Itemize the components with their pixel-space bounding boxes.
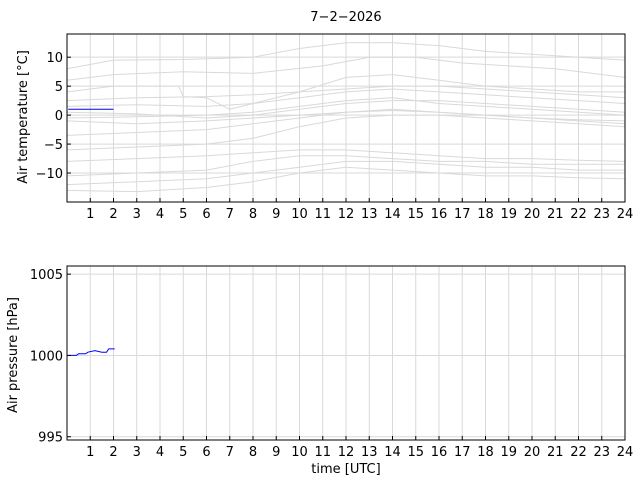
temperature-x-tick-label: 18	[477, 207, 494, 222]
temperature-y-tick-label: 0	[55, 109, 63, 124]
temperature-y-ticks: 10 5 0 −5 −10	[36, 51, 71, 182]
temperature-x-tick-label: 15	[407, 207, 424, 222]
pressure-series-line	[68, 348, 115, 356]
pressure-x-tick-label: 23	[593, 445, 610, 460]
temperature-x-tick-label: 3	[133, 207, 141, 222]
temperature-x-tick-label: 22	[570, 207, 587, 222]
pressure-x-tick-label: 9	[272, 445, 280, 460]
temperature-background-line	[66, 88, 626, 107]
pressure-y-axis-label: Air pressure [hPa]	[6, 297, 21, 413]
temperature-y-tick-label: −5	[44, 138, 63, 153]
pressure-x-tick-label: 20	[524, 445, 541, 460]
pressure-series	[68, 348, 115, 356]
pressure-x-tick-label: 10	[291, 445, 308, 460]
pressure-x-tick-label: 16	[431, 445, 448, 460]
pressure-x-tick-label: 21	[547, 445, 564, 460]
pressure-x-tick-label: 19	[500, 445, 517, 460]
pressure-x-tick-label: 22	[570, 445, 587, 460]
pressure-x-tick-label: 12	[338, 445, 355, 460]
pressure-x-tick-label: 7	[226, 445, 234, 460]
temperature-background-line	[66, 114, 626, 151]
temperature-background-line	[66, 155, 625, 177]
pressure-x-tick-label: 15	[407, 445, 424, 460]
temperature-x-tick-label: 7	[226, 207, 234, 222]
temperature-x-tick-label: 24	[617, 207, 634, 222]
temperature-x-tick-label: 16	[431, 207, 448, 222]
temperature-y-tick-label: 10	[46, 51, 63, 66]
temperature-background-line	[66, 100, 626, 119]
pressure-x-tick-label: 24	[617, 445, 634, 460]
temperature-x-tick-label: 12	[338, 207, 355, 222]
pressure-x-tick-label: 13	[361, 445, 378, 460]
pressure-y-tick-label: 1000	[30, 349, 63, 364]
temperature-y-tick-label: 5	[55, 80, 63, 95]
temperature-background-line	[66, 160, 625, 186]
pressure-x-tick-label: 18	[477, 445, 494, 460]
pressure-y-tick-label: 995	[38, 431, 63, 446]
pressure-x-tick-label: 17	[454, 445, 471, 460]
pressure-x-tick-label: 14	[384, 445, 401, 460]
temperature-y-axis-label: Air temperature [°C]	[16, 50, 31, 184]
temperature-background-line	[66, 149, 626, 162]
temperature-y-tick-label: −10	[36, 167, 63, 182]
temperature-x-tick-label: 9	[272, 207, 280, 222]
temperature-x-tick-label: 10	[291, 207, 308, 222]
temperature-x-tick-label: 13	[361, 207, 378, 222]
pressure-x-tick-label: 4	[156, 445, 164, 460]
temperature-x-tick-label: 17	[454, 207, 471, 222]
temperature-background-series	[66, 42, 626, 193]
temperature-x-tick-label: 20	[524, 207, 541, 222]
temperature-x-tick-label: 14	[384, 207, 401, 222]
pressure-y-tick-label: 1005	[30, 268, 63, 283]
pressure-y-ticks: 1005 1000 995	[30, 268, 71, 446]
pressure-x-tick-label: 8	[249, 445, 257, 460]
chart-title: 7−2−2026	[310, 10, 381, 25]
temperature-background-line	[66, 108, 626, 136]
pressure-x-tick-label: 11	[314, 445, 331, 460]
temperature-background-line	[66, 166, 626, 193]
temperature-x-tick-label: 23	[593, 207, 610, 222]
pressure-x-axis-label: time [UTC]	[311, 462, 380, 477]
temperature-background-line	[66, 42, 626, 70]
temperature-x-tick-label: 11	[314, 207, 331, 222]
temperature-x-tick-label: 1	[86, 207, 94, 222]
temperature-x-tick-label: 8	[249, 207, 257, 222]
pressure-x-ticks: 1 2 3 4 5 6 7 8 9 10 11 12 13 14 15 16 17 18 19 20 21 22 23 24	[86, 436, 633, 460]
pressure-x-tick-label: 6	[202, 445, 210, 460]
pressure-x-tick-label: 3	[133, 445, 141, 460]
temperature-x-tick-label: 2	[109, 207, 117, 222]
temperature-x-tick-label: 19	[500, 207, 517, 222]
pressure-x-tick-label: 2	[109, 445, 117, 460]
temperature-background-line	[66, 56, 626, 81]
temperature-x-tick-label: 21	[547, 207, 564, 222]
temperature-x-ticks: 1 2 3 4 5 6 7 8 9 10 11 12 13 14 15 16 17 18 19 20 21 22 23 24	[86, 198, 633, 222]
temperature-x-tick-label: 4	[156, 207, 164, 222]
temperature-background-line	[66, 97, 626, 119]
pressure-x-tick-label: 5	[179, 445, 187, 460]
pressure-grid	[67, 266, 625, 440]
temperature-x-tick-label: 5	[179, 207, 187, 222]
pressure-x-tick-label: 1	[86, 445, 94, 460]
temperature-x-tick-label: 6	[202, 207, 210, 222]
temperature-background-line	[66, 85, 626, 102]
